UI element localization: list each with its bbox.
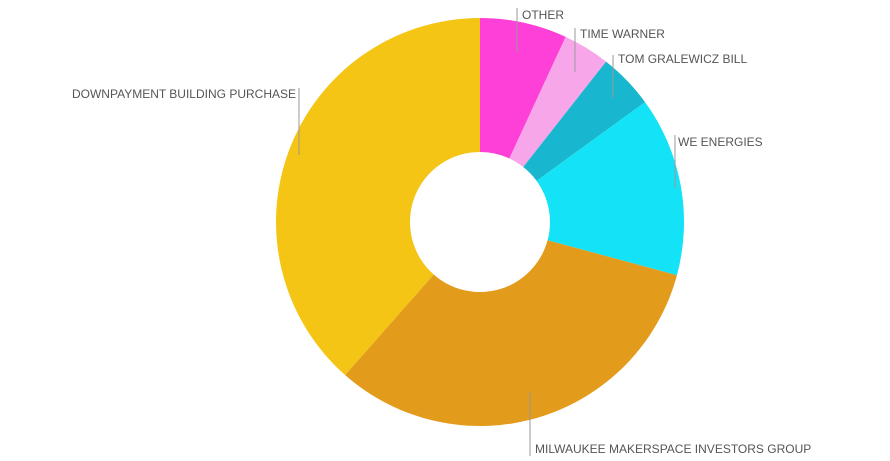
labels: OTHER TIME WARNER TOM GRALEWICZ BILL WE ENE…: [72, 8, 811, 456]
donut: [276, 18, 685, 427]
slice-label: TOM GRALEWICZ BILL: [618, 52, 747, 66]
donut-slice: [509, 36, 607, 167]
slice-label: MILWAUKEE MAKERSPACE INVESTORS GROUP: [535, 442, 811, 456]
slice-label: WE ENERGIES: [678, 135, 763, 149]
donut-slice: [345, 240, 677, 427]
donut-slice: [523, 61, 646, 181]
donut-slice: [480, 18, 566, 159]
donut-slice: [536, 102, 685, 276]
slice-label: OTHER: [522, 8, 564, 22]
donut-slice: [276, 18, 480, 376]
slice-label: TIME WARNER: [580, 27, 665, 41]
slice-label: DOWNPAYMENT BUILDING PURCHASE: [72, 87, 296, 101]
